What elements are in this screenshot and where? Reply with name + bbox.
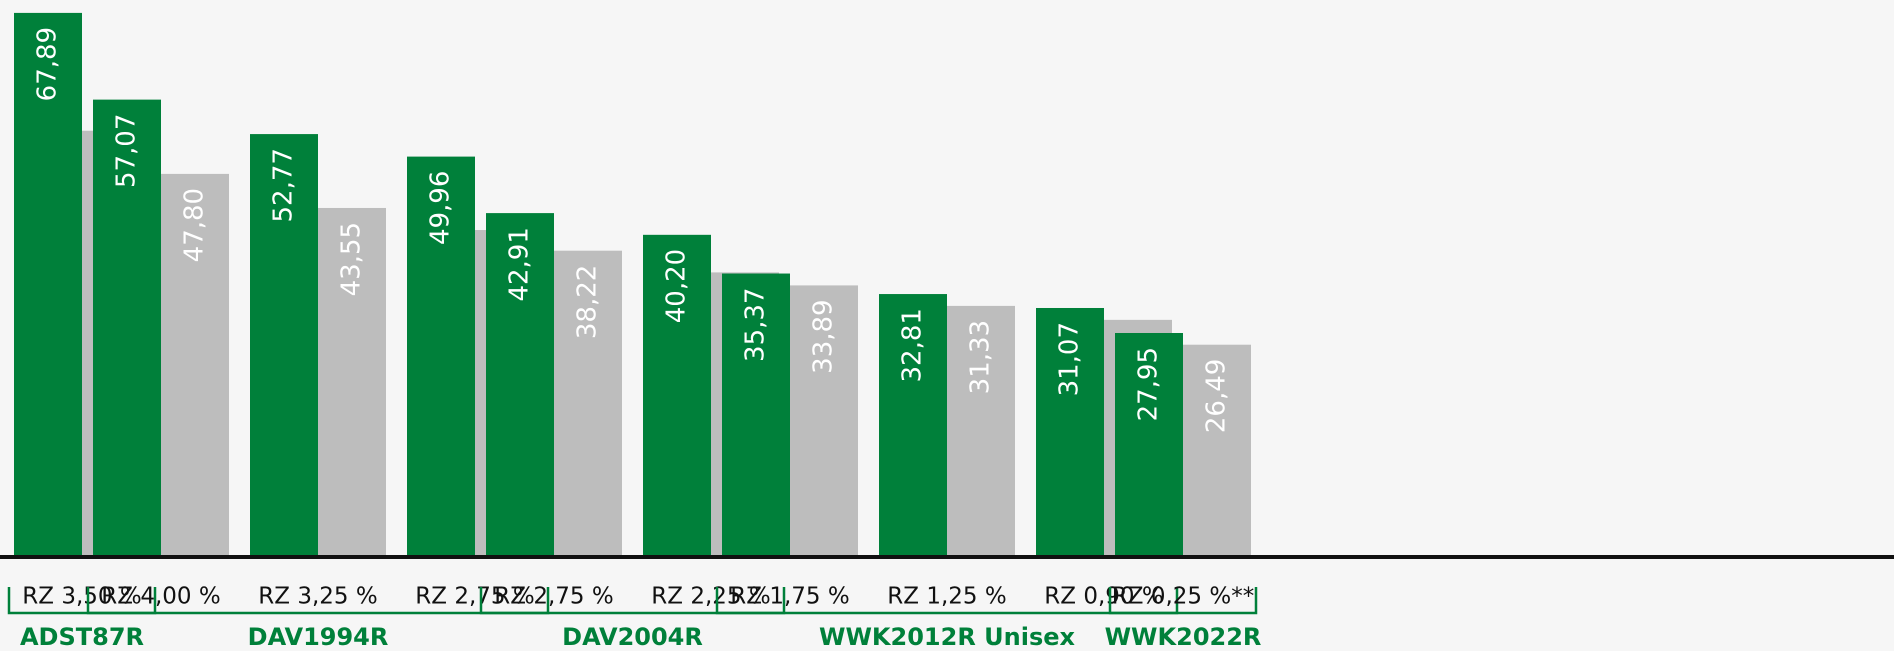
bar: [643, 234, 711, 557]
value-label: 33,89: [809, 299, 839, 373]
x-tick-label: RZ 2,75 %: [415, 584, 534, 610]
x-tick-label: RZ 4,00 %: [101, 584, 220, 610]
bar: [554, 250, 622, 558]
value-label: 32,81: [898, 308, 928, 382]
group-label: WWK2022R: [1105, 623, 1262, 651]
value-label: 42,91: [505, 227, 535, 301]
bar: [947, 305, 1015, 557]
value-label: 49,96: [426, 171, 456, 245]
value-label: 57,07: [112, 114, 142, 188]
value-label: 52,77: [269, 148, 299, 222]
value-label: 67,89: [33, 27, 63, 101]
group-bracket: [715, 587, 1179, 615]
group-label: DAV2004R: [562, 623, 703, 651]
bar: [93, 99, 161, 558]
bar: [1183, 344, 1251, 557]
value-label: 38,22: [573, 265, 603, 339]
value-label: 47,80: [180, 188, 210, 262]
group-bracket: [7, 587, 157, 615]
group-label: DAV1994R: [248, 623, 389, 651]
value-label: 31,33: [966, 320, 996, 394]
x-tick-label: RZ 1,75 %: [730, 584, 849, 610]
value-label: 31,07: [1055, 322, 1085, 396]
bar: [879, 294, 947, 557]
x-tick-label: RZ 1,25 %: [887, 584, 1006, 610]
bar: [1036, 307, 1104, 557]
value-label: 40,20: [662, 249, 692, 323]
bar: [486, 213, 554, 557]
bar: [250, 134, 318, 557]
bar: [14, 12, 82, 558]
x-tick-label: RZ 0,90 %: [1044, 584, 1163, 610]
value-label: 35,37: [741, 288, 771, 362]
group-label: ADST87R: [20, 623, 144, 651]
bar: [722, 273, 790, 557]
group-bracket: [479, 587, 786, 615]
value-label: 26,49: [1202, 359, 1232, 433]
bar: [407, 156, 475, 558]
x-tick-label: RZ 3,25 %: [258, 584, 377, 610]
x-tick-label: RZ 2,25 %: [651, 584, 770, 610]
bar: [790, 285, 858, 557]
value-label: 43,55: [337, 222, 367, 296]
group-label: WWK2012R Unisex: [819, 623, 1076, 651]
bar: [318, 207, 386, 557]
x-tick-label: RZ 2,75 %: [494, 584, 613, 610]
x-tick-label: RZ 0,25 %**: [1112, 584, 1254, 610]
x-tick-label: RZ 3,50 %: [22, 584, 141, 610]
group-bracket: [1108, 587, 1258, 615]
bar: [161, 173, 229, 557]
group-bracket: [86, 587, 550, 615]
bar: [1115, 332, 1183, 557]
value-label: 27,95: [1134, 347, 1164, 421]
